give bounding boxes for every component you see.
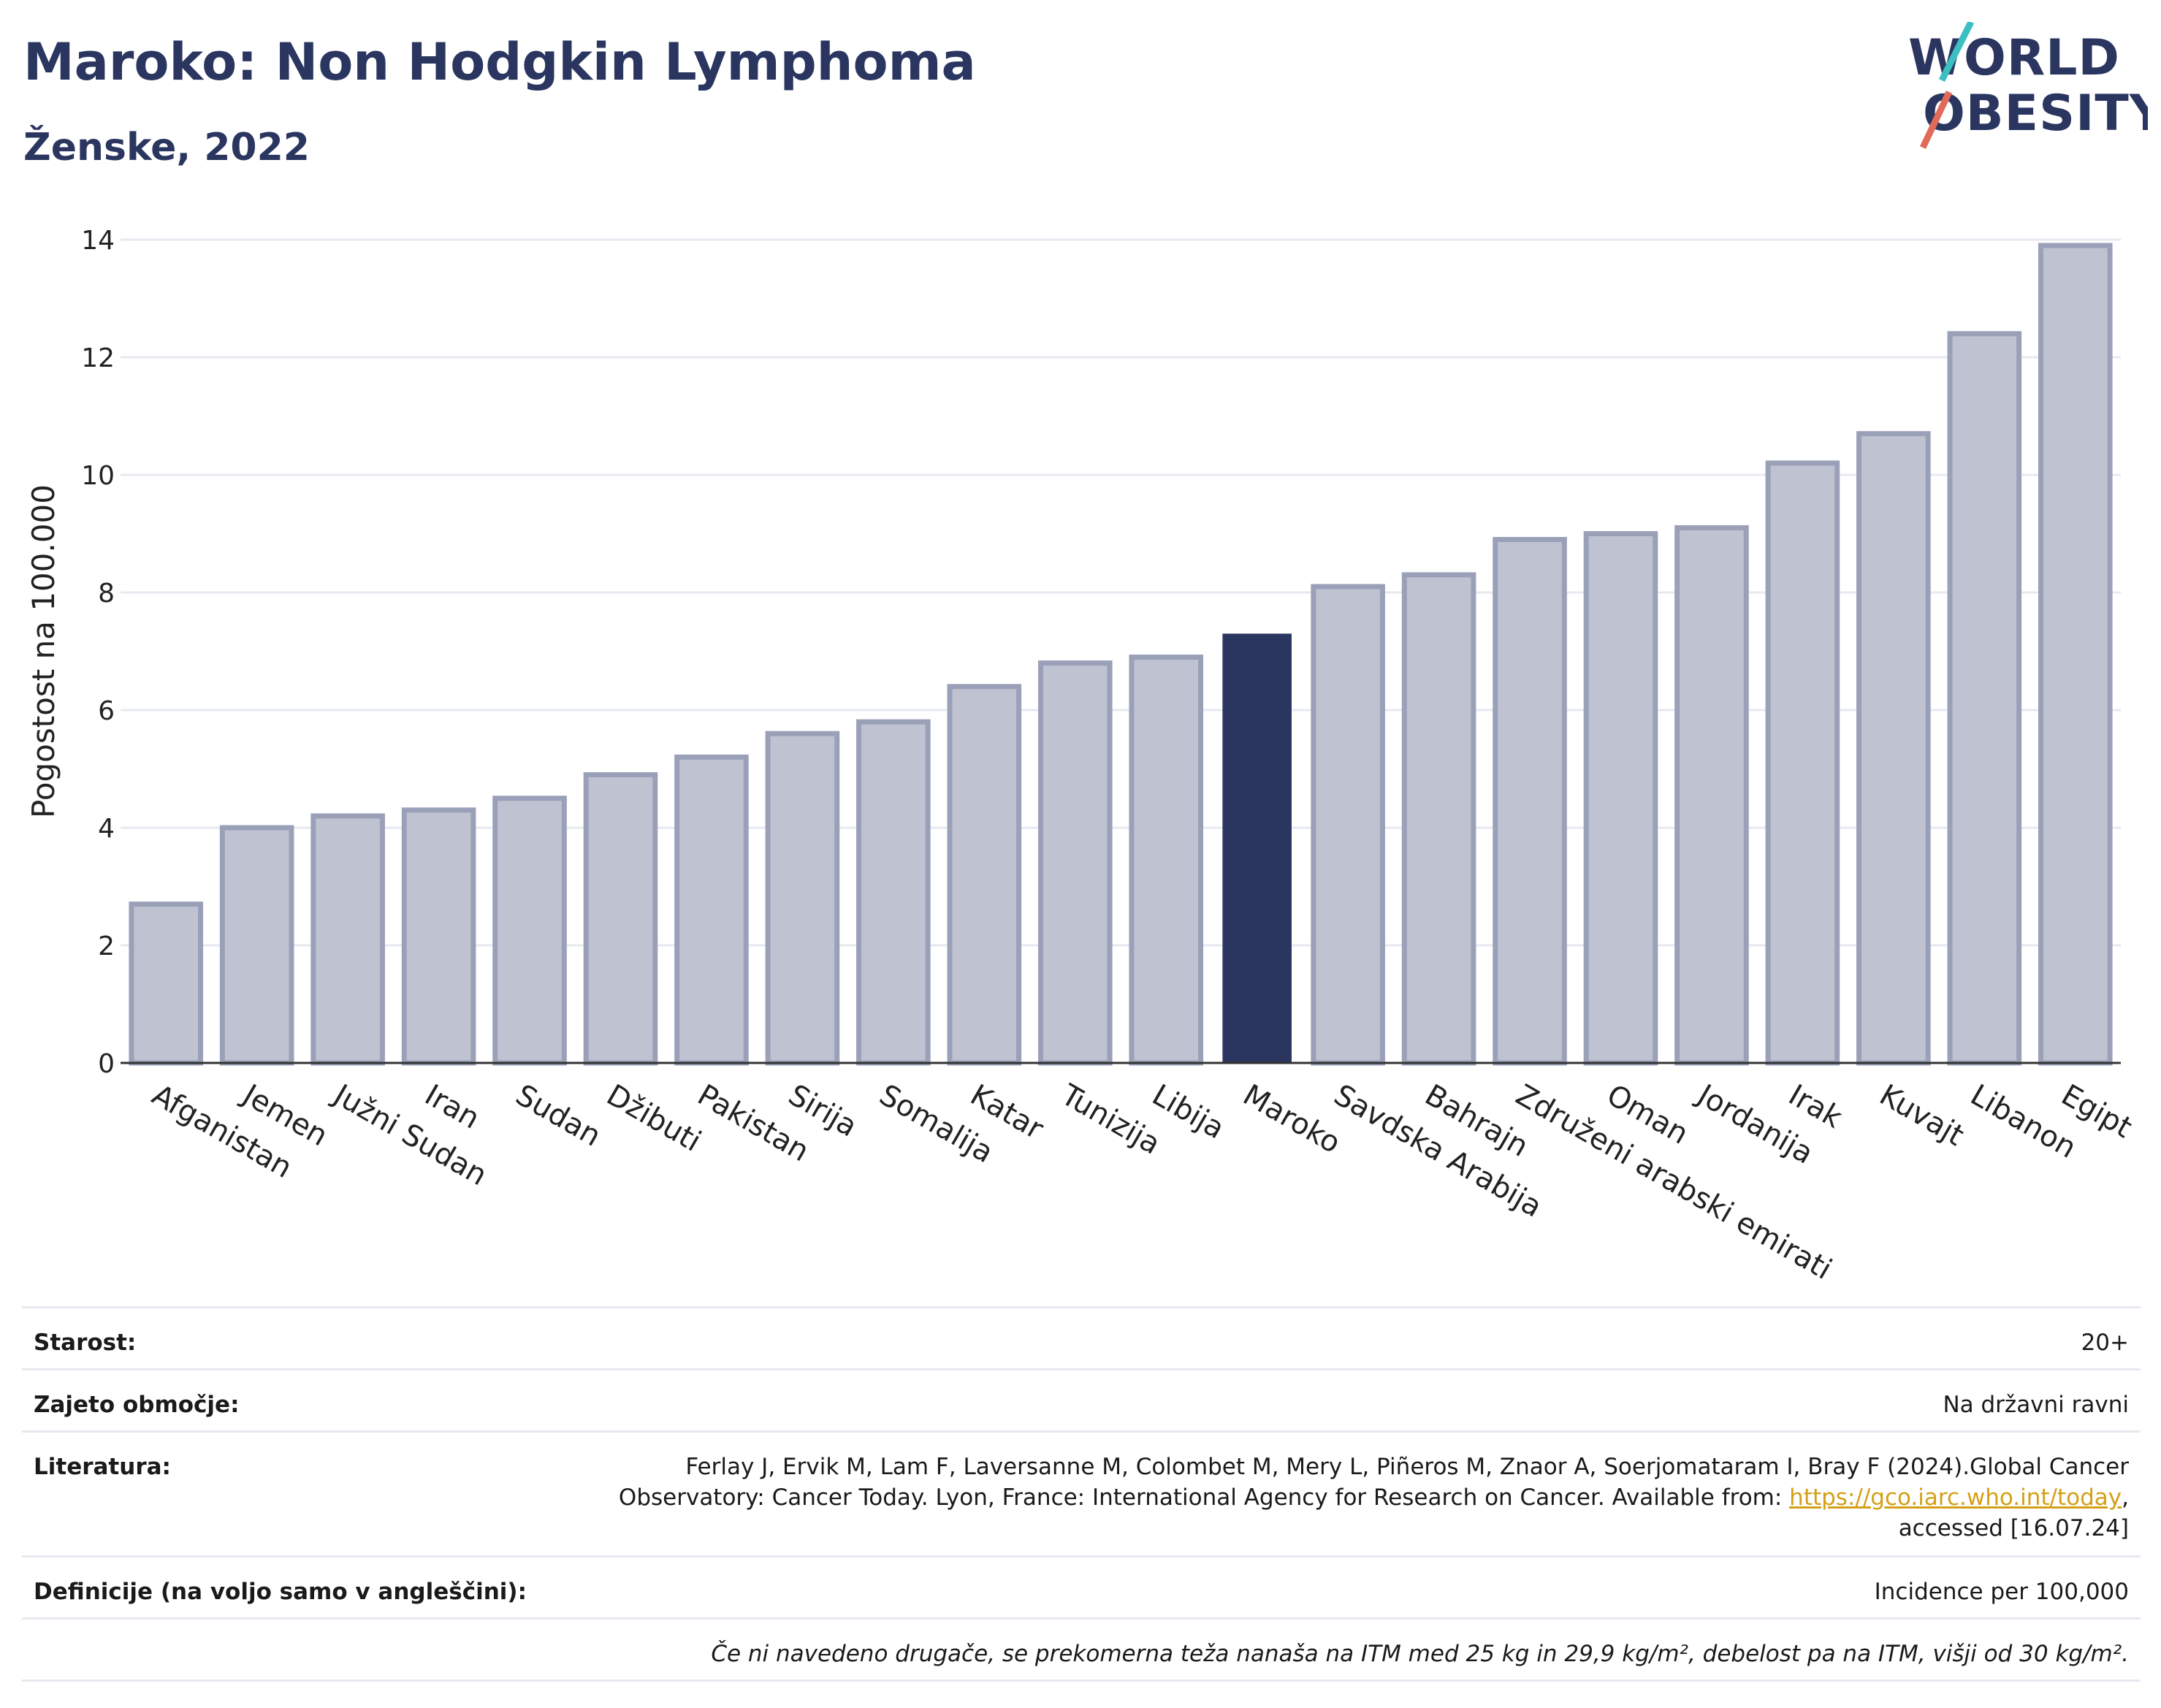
info-row-note: Če ni navedeno drugače, se prekomerna te… [22,1617,2141,1682]
page-subtitle: Ženske, 2022 [23,126,310,169]
y-tick-label: 4 [98,814,115,844]
x-category-label: Džibuti [601,1078,707,1159]
info-table: Starost: 20+ Zajeto območje: Na državni … [22,1306,2141,1682]
bar [674,754,749,1066]
reference-text-4: accessed [16.07.24] [1898,1515,2129,1541]
y-tick-label: 10 [81,461,115,491]
bar [583,772,658,1066]
bar [310,813,385,1066]
bar [1856,431,1931,1066]
coverage-value: Na državni ravni [1943,1392,2129,1418]
reference-value: Ferlay J, Ervik M, Lam F, Laversanne M, … [619,1452,2129,1544]
info-row-age: Starost: 20+ [22,1306,2141,1368]
bar [219,825,294,1066]
reference-link[interactable]: https://gco.iarc.who.int/today [1789,1484,2122,1511]
logo-slash-bottom [1919,91,1953,149]
y-tick-label: 12 [81,343,115,373]
age-label: Starost: [34,1330,137,1356]
reference-text-1: Ferlay J, Ervik M, Lam F, Laversanne M, … [685,1454,2129,1480]
x-category-label: Maroko [1238,1078,1346,1160]
bar [1037,660,1113,1066]
logo-slash-top [1938,22,1975,83]
y-tick-label: 14 [81,226,115,256]
age-value: 20+ [2081,1330,2129,1356]
bar [1311,584,1385,1066]
y-tick-label: 0 [98,1049,115,1079]
bar [947,684,1022,1066]
y-tick-label: 2 [98,931,115,961]
y-axis-title: Pogostost na 100.000 [26,484,61,818]
bar [1765,460,1840,1066]
bar [765,731,840,1066]
bar [1674,525,1749,1066]
coverage-label: Zajeto območje: [34,1392,240,1418]
definitions-label: Definicije (na voljo samo v angleščini): [34,1579,527,1605]
bar [2038,243,2113,1066]
info-row-reference: Literatura: Ferlay J, Ervik M, Lam F, La… [22,1430,2141,1555]
logo-line-2: OBESITY [1923,85,2148,142]
bar [1583,531,1658,1066]
y-tick-label: 6 [98,696,115,726]
bar [1222,633,1292,1063]
x-category-label: Sudan [510,1078,606,1154]
bar [492,796,567,1066]
x-category-label: Kuvajt [1874,1078,1970,1153]
bar [1493,537,1567,1066]
bar [1401,572,1476,1066]
info-row-coverage: Zajeto območje: Na državni ravni [22,1368,2141,1430]
info-row-definitions: Definicije (na voljo samo v angleščini):… [22,1555,2141,1617]
world-obesity-logo: WORLD OBESITY [1908,22,2148,149]
bar [1129,655,1204,1066]
reference-label: Literatura: [34,1454,171,1480]
bars [129,243,2113,1066]
bar [856,719,931,1066]
y-tick-label: 8 [98,579,115,609]
reference-text-3: , [2122,1484,2129,1511]
x-category-label: Tunizija [1055,1078,1166,1161]
y-tick-labels: 0 2 4 6 8 10 12 14 [81,226,115,1079]
obesity-note: Če ni navedeno drugače, se prekomerna te… [711,1641,2129,1667]
bar [401,807,476,1066]
bar [1947,331,2022,1066]
bar [129,901,204,1066]
page-title: Maroko: Non Hodgkin Lymphoma [23,32,976,92]
definitions-value: Incidence per 100,000 [1874,1579,2129,1605]
reference-text-2: Observatory: Cancer Today. Lyon, France:… [618,1484,1790,1511]
